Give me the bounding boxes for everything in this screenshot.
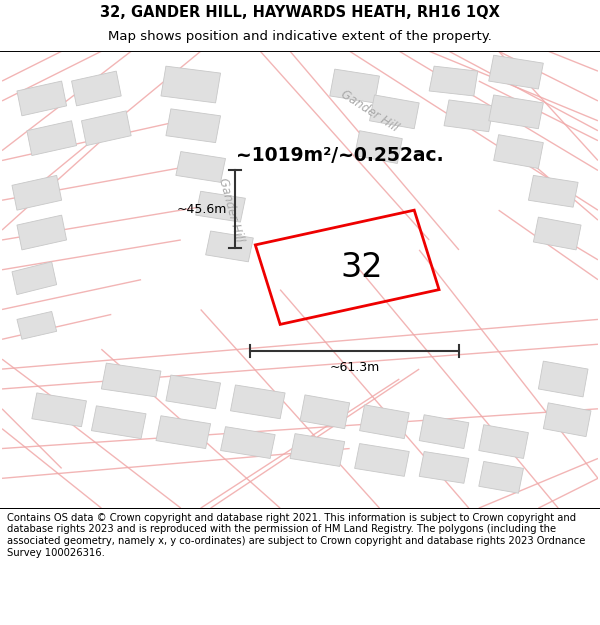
Polygon shape — [32, 393, 86, 427]
Text: ~61.3m: ~61.3m — [329, 361, 380, 374]
Text: Map shows position and indicative extent of the property.: Map shows position and indicative extent… — [108, 31, 492, 43]
Polygon shape — [12, 176, 62, 210]
Polygon shape — [355, 444, 409, 476]
Polygon shape — [101, 363, 161, 397]
Polygon shape — [71, 71, 121, 106]
Polygon shape — [419, 451, 469, 483]
Polygon shape — [166, 375, 221, 409]
Polygon shape — [359, 405, 409, 439]
Polygon shape — [156, 416, 211, 449]
Polygon shape — [494, 134, 544, 169]
Polygon shape — [12, 262, 56, 294]
Text: 32: 32 — [341, 251, 383, 284]
Polygon shape — [82, 111, 131, 146]
Text: ~45.6m: ~45.6m — [176, 202, 227, 216]
Polygon shape — [538, 361, 588, 397]
Polygon shape — [27, 121, 77, 156]
Polygon shape — [230, 385, 285, 419]
Polygon shape — [479, 425, 529, 459]
Polygon shape — [176, 152, 226, 182]
Polygon shape — [529, 176, 578, 207]
Polygon shape — [544, 403, 591, 437]
Polygon shape — [419, 415, 469, 449]
Polygon shape — [330, 69, 379, 103]
Text: Gander Hill: Gander Hill — [338, 88, 401, 134]
Polygon shape — [355, 131, 403, 164]
Polygon shape — [91, 406, 146, 439]
Polygon shape — [17, 215, 67, 250]
Polygon shape — [479, 461, 523, 493]
Polygon shape — [444, 100, 494, 132]
Polygon shape — [221, 427, 275, 459]
Polygon shape — [196, 191, 245, 222]
Polygon shape — [533, 217, 581, 250]
Polygon shape — [17, 311, 56, 339]
Polygon shape — [17, 81, 67, 116]
Text: Gander Hill: Gander Hill — [215, 177, 245, 244]
Polygon shape — [290, 434, 344, 466]
Polygon shape — [300, 395, 350, 429]
Polygon shape — [161, 66, 221, 103]
Text: Contains OS data © Crown copyright and database right 2021. This information is : Contains OS data © Crown copyright and d… — [7, 512, 586, 558]
Polygon shape — [206, 231, 253, 262]
Polygon shape — [489, 55, 544, 89]
Polygon shape — [370, 95, 419, 129]
Polygon shape — [489, 95, 544, 129]
Polygon shape — [429, 66, 478, 96]
Text: ~1019m²/~0.252ac.: ~1019m²/~0.252ac. — [236, 146, 443, 166]
Polygon shape — [166, 109, 221, 142]
Text: 32, GANDER HILL, HAYWARDS HEATH, RH16 1QX: 32, GANDER HILL, HAYWARDS HEATH, RH16 1Q… — [100, 5, 500, 20]
